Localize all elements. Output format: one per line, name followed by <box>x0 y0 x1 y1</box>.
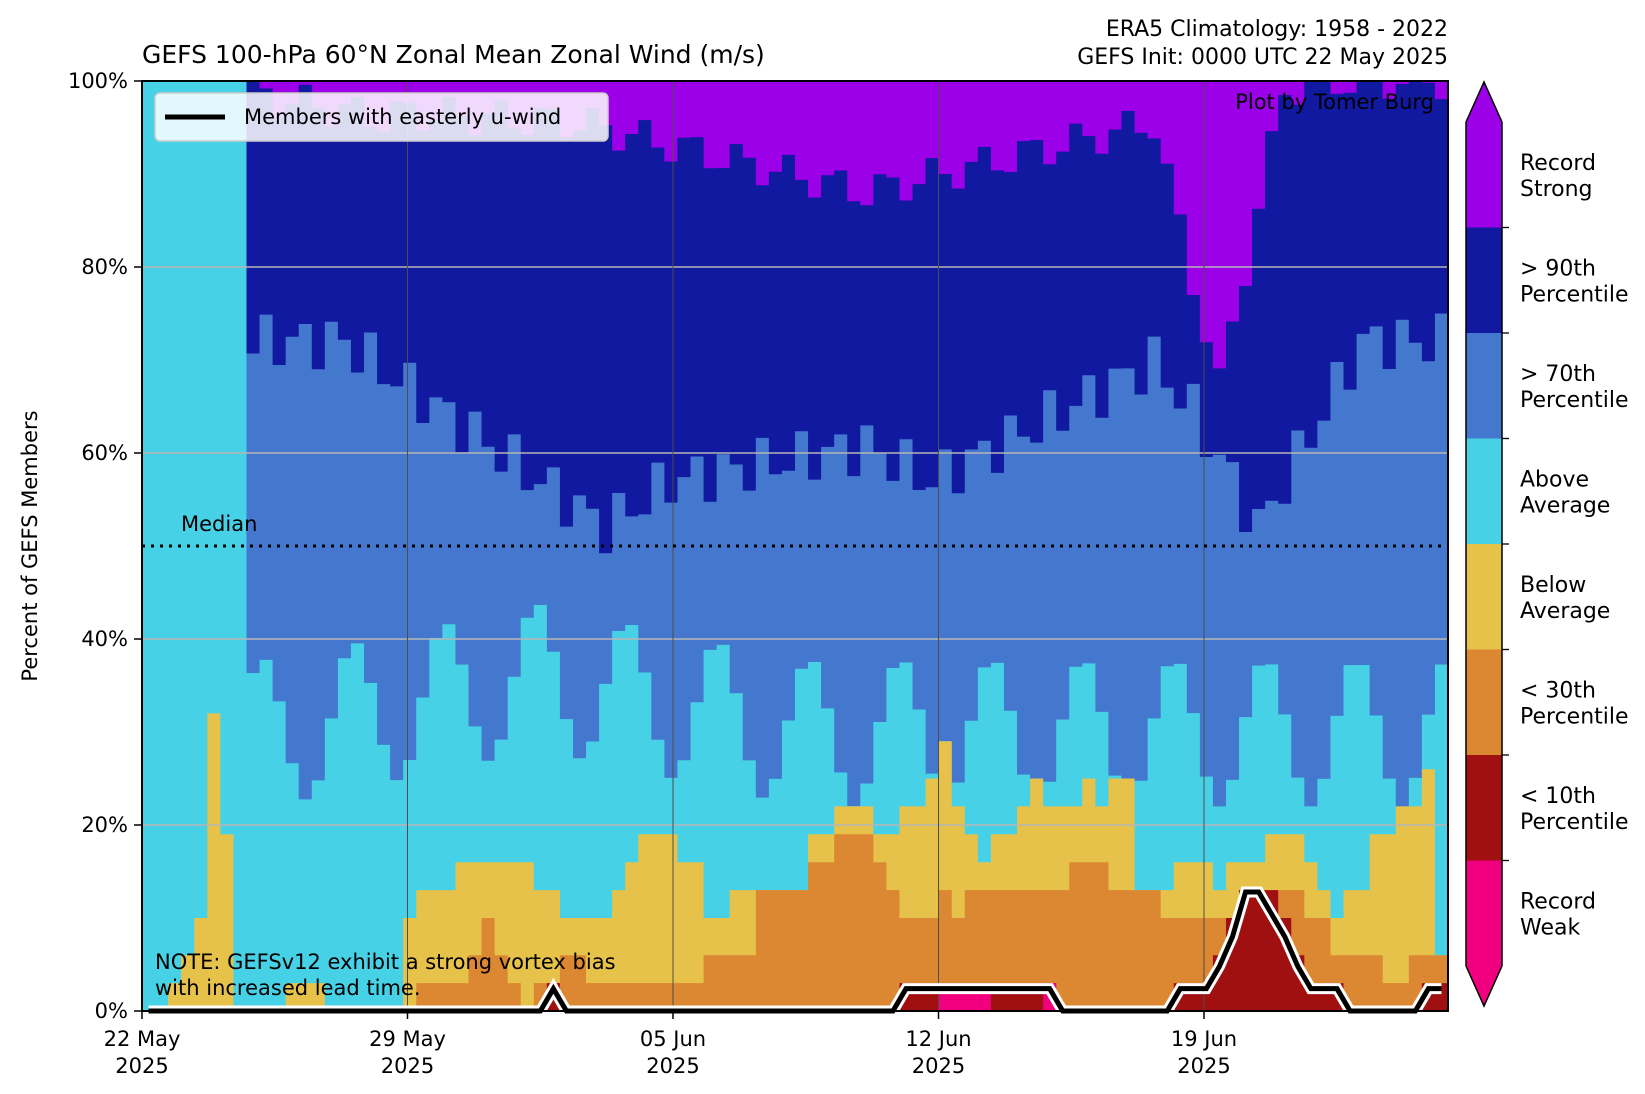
plot-area <box>142 81 1448 1011</box>
colorbar-label-line1: > 70th <box>1520 362 1596 387</box>
median-label: Median <box>181 512 257 536</box>
plot-credit: Plot by Tomer Burg <box>1235 90 1434 114</box>
note-line-1: NOTE: GEFSv12 exhibit a strong vortex bi… <box>155 950 616 974</box>
colorbar-segment <box>1466 860 1502 967</box>
y-axis: 0% 20% 40% 60% 80% 100% <box>68 69 142 1023</box>
x-axis: 22 May 2025 29 May 2025 05 Jun 2025 12 Jun 2025… <box>104 1011 1237 1078</box>
colorbar-segment <box>1466 227 1502 334</box>
colorbar-label-line1: Record <box>1520 151 1596 176</box>
colorbar-label-line2: Strong <box>1520 177 1593 202</box>
chart-subtitle-climatology: ERA5 Climatology: 1958 - 2022 <box>1106 17 1448 42</box>
colorbar-extend-top <box>1466 82 1502 122</box>
colorbar-label-line2: Average <box>1520 599 1610 624</box>
plot-frame <box>141 80 1449 1012</box>
y-tick-label: 100% <box>68 69 128 93</box>
colorbar-label-line1: Above <box>1520 467 1589 492</box>
colorbar-label-line1: > 90th <box>1520 256 1596 281</box>
colorbar-label-line2: Percentile <box>1520 704 1629 729</box>
chart-subtitle-init: GEFS Init: 0000 UTC 22 May 2025 <box>1077 45 1448 70</box>
lt30-percentile-band <box>142 834 1448 1011</box>
colorbar-segment <box>1466 122 1502 228</box>
chart-title: GEFS 100-hPa 60°N Zonal Mean Zonal Wind … <box>142 40 765 69</box>
lt10-percentile-band <box>142 890 1448 1011</box>
colorbar-label-line2: Average <box>1520 493 1610 518</box>
note-line-2: with increased lead time. <box>155 976 421 1000</box>
legend-box <box>154 92 609 142</box>
x-tick-label-date: 19 Jun <box>1171 1027 1237 1051</box>
x-tick-label-year: 2025 <box>646 1054 699 1078</box>
legend-label: Members with easterly u-wind <box>244 105 561 129</box>
horizontal-gridlines <box>142 266 1448 826</box>
x-tick-label-year: 2025 <box>1177 1054 1230 1078</box>
x-tick-label-date: 22 May <box>104 1027 181 1051</box>
colorbar-segment <box>1466 333 1502 439</box>
x-tick-label-date: 12 Jun <box>905 1027 971 1051</box>
y-tick-label: 80% <box>81 255 128 279</box>
legend: Members with easterly u-wind <box>154 92 609 142</box>
x-tick-label-year: 2025 <box>115 1054 168 1078</box>
x-tick-label-date: 05 Jun <box>640 1027 706 1051</box>
x-tick-label-year: 2025 <box>381 1054 434 1078</box>
colorbar-label-line1: < 10th <box>1520 784 1596 809</box>
x-tick-label-year: 2025 <box>912 1054 965 1078</box>
y-tick-label: 20% <box>81 813 128 837</box>
x-tick-label-date: 29 May <box>369 1027 446 1051</box>
colorbar-segment <box>1466 755 1502 861</box>
colorbar-label-line2: Percentile <box>1520 810 1629 835</box>
colorbar-label-line1: Below <box>1520 573 1586 598</box>
y-axis-label: Percent of GEFS Members <box>18 410 42 681</box>
colorbar-label-line2: Percentile <box>1520 282 1629 307</box>
colorbar-segment <box>1466 649 1502 756</box>
colorbar-label-line2: Percentile <box>1520 388 1629 413</box>
colorbar-outline <box>1465 80 1503 1008</box>
y-tick-label: 60% <box>81 441 128 465</box>
colorbar-label-line1: Record <box>1520 889 1596 914</box>
colorbar-label-line2: Weak <box>1520 915 1580 940</box>
colorbar-segment <box>1466 438 1502 545</box>
colorbar-label-line1: < 30th <box>1520 678 1596 703</box>
colorbar-extend-bottom <box>1466 966 1502 1006</box>
y-tick-label: 0% <box>95 999 128 1023</box>
colorbar-segment <box>1466 544 1502 650</box>
y-tick-label: 40% <box>81 627 128 651</box>
